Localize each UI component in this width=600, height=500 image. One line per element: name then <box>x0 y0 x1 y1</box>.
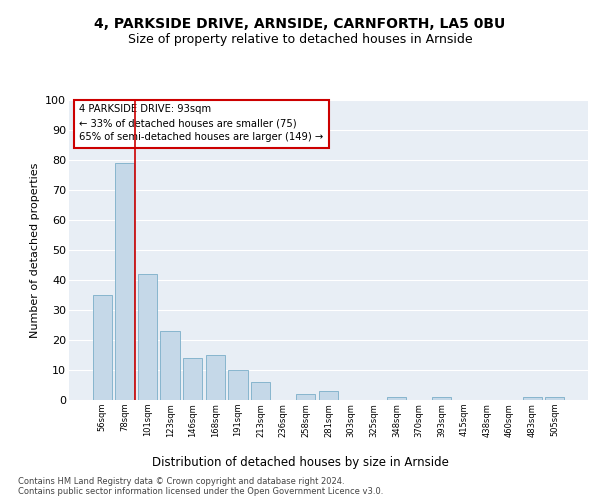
Bar <box>545 397 565 400</box>
Bar <box>523 397 542 400</box>
Bar <box>115 163 134 400</box>
Bar <box>206 355 225 400</box>
Bar <box>296 394 316 400</box>
Text: 4 PARKSIDE DRIVE: 93sqm
← 33% of detached houses are smaller (75)
65% of semi-de: 4 PARKSIDE DRIVE: 93sqm ← 33% of detache… <box>79 104 323 142</box>
Text: Contains HM Land Registry data © Crown copyright and database right 2024.: Contains HM Land Registry data © Crown c… <box>18 476 344 486</box>
Bar <box>229 370 248 400</box>
Bar <box>387 397 406 400</box>
Text: Size of property relative to detached houses in Arnside: Size of property relative to detached ho… <box>128 32 472 46</box>
Text: 4, PARKSIDE DRIVE, ARNSIDE, CARNFORTH, LA5 0BU: 4, PARKSIDE DRIVE, ARNSIDE, CARNFORTH, L… <box>94 18 506 32</box>
Bar <box>160 331 180 400</box>
Bar <box>183 358 202 400</box>
Bar <box>319 391 338 400</box>
Y-axis label: Number of detached properties: Number of detached properties <box>29 162 40 338</box>
Text: Contains public sector information licensed under the Open Government Licence v3: Contains public sector information licen… <box>18 486 383 496</box>
Bar <box>138 274 157 400</box>
Text: Distribution of detached houses by size in Arnside: Distribution of detached houses by size … <box>152 456 448 469</box>
Bar <box>432 397 451 400</box>
Bar <box>92 295 112 400</box>
Bar <box>251 382 270 400</box>
